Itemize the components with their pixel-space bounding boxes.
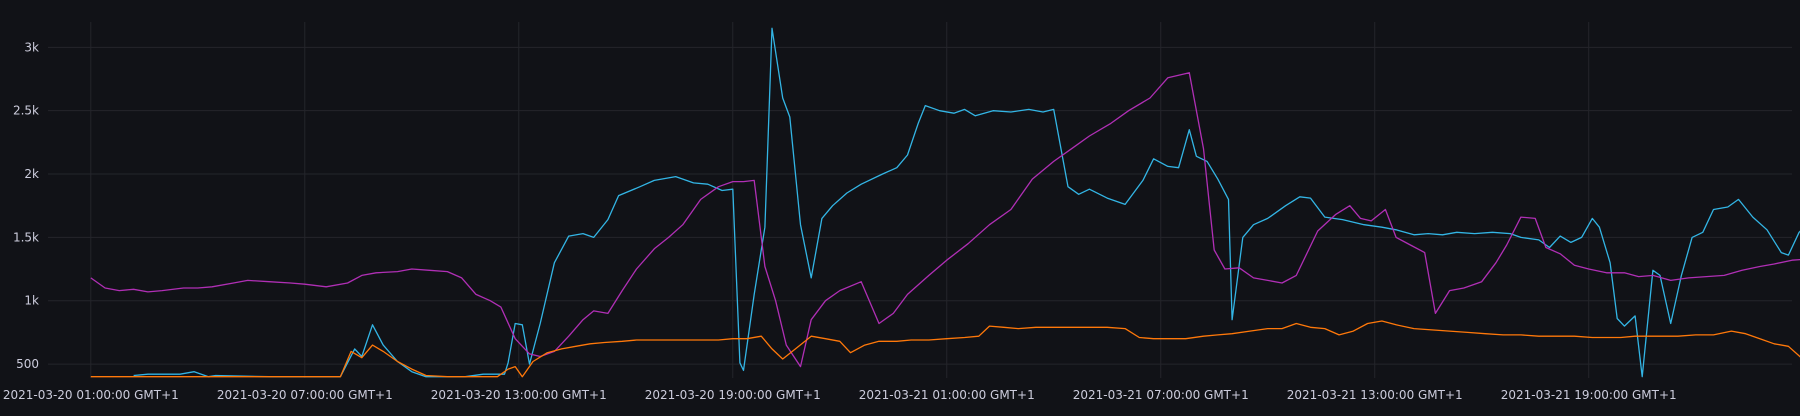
series-2-line xyxy=(90,72,1800,368)
y-tick-label: 2k xyxy=(24,167,39,181)
x-tick-label: 2021-03-21 07:00:00 GMT+1 xyxy=(1073,388,1249,402)
x-grid xyxy=(90,22,1590,378)
y-tick-label: 1k xyxy=(24,294,39,308)
y-grid xyxy=(48,46,1792,365)
x-tick-label: 2021-03-21 19:00:00 GMT+1 xyxy=(1501,388,1677,402)
x-axis: 2021-03-20 01:00:00 GMT+1 2021-03-20 07:0… xyxy=(3,388,1677,402)
y-tick-label: 2.5k xyxy=(13,104,39,118)
y-tick-label: 3k xyxy=(24,40,39,54)
series-layer xyxy=(90,27,1800,378)
x-tick-label: 2021-03-20 13:00:00 GMT+1 xyxy=(431,388,607,402)
y-tick-label: 1.5k xyxy=(13,230,39,244)
series-3-line xyxy=(90,320,1800,378)
x-tick-label: 2021-03-21 01:00:00 GMT+1 xyxy=(859,388,1035,402)
series-1-line xyxy=(133,27,1800,378)
y-tick-label: 500 xyxy=(16,357,39,371)
y-axis: 500 1k 1.5k 2k 2.5k 3k xyxy=(13,40,39,371)
x-tick-label: 2021-03-20 01:00:00 GMT+1 xyxy=(3,388,179,402)
x-tick-label: 2021-03-20 07:00:00 GMT+1 xyxy=(217,388,393,402)
x-tick-label: 2021-03-21 13:00:00 GMT+1 xyxy=(1287,388,1463,402)
x-tick-label: 2021-03-20 19:00:00 GMT+1 xyxy=(645,388,821,402)
